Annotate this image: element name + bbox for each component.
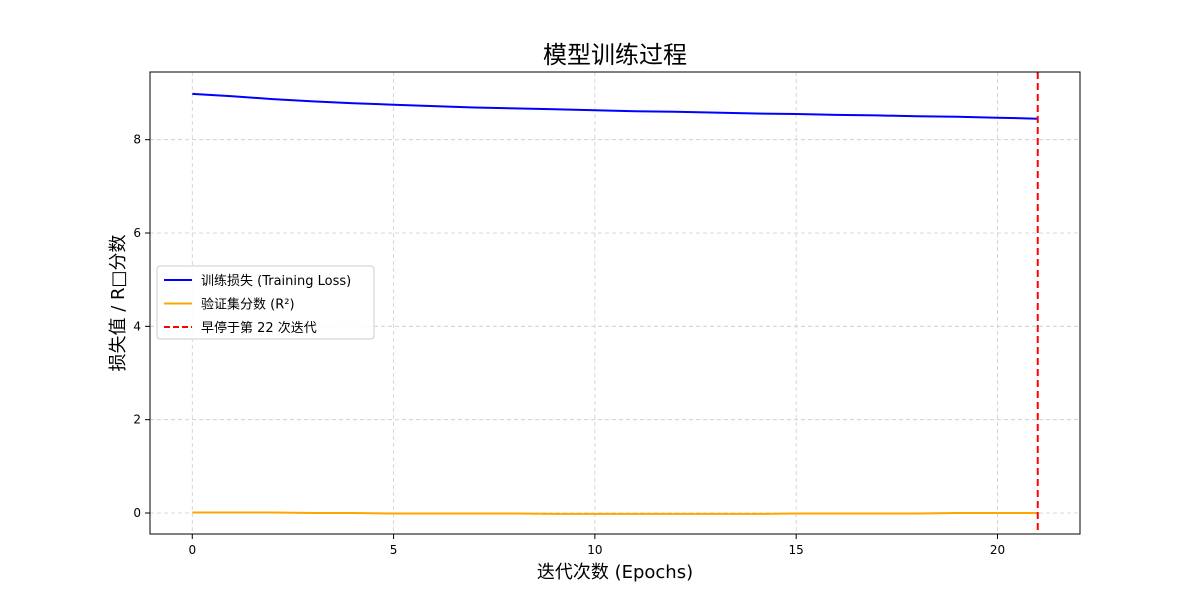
ticks: 0 5 10 15 20 0 2 4 6 8: [133, 133, 1005, 557]
legend: 训练损失 (Training Loss) 验证集分数 (R²) 早停于第 22 次迭…: [156, 265, 375, 340]
y-tick-label: 0: [133, 506, 141, 520]
series-line-1: [192, 92, 1038, 120]
x-axis-label: 迭代次数 (Epochs): [537, 562, 693, 583]
legend-label: 训练损失 (Training Loss): [201, 274, 351, 289]
y-tick-label: 2: [133, 413, 141, 427]
legend-box: [156, 265, 375, 340]
y-tick-label: 6: [133, 226, 141, 240]
x-tick-label: 0: [188, 543, 196, 557]
x-tick-label: 10: [587, 543, 602, 557]
chart-title: 模型训练过程: [543, 41, 687, 69]
legend-label: 验证集分数 (R²): [201, 297, 295, 313]
series-line-2: [192, 511, 1038, 515]
legend-label: 早停于第 22 次迭代: [201, 320, 317, 336]
y-axis-label: 损失值 / R□分数: [108, 234, 129, 371]
y-tick-label: 8: [133, 133, 141, 147]
y-tick-label: 4: [133, 319, 141, 333]
x-tick-label: 15: [789, 543, 804, 557]
x-tick-label: 5: [390, 543, 398, 557]
x-tick-label: 20: [990, 543, 1005, 557]
series-layer: [192, 72, 1039, 534]
plot-frame: [149, 71, 1081, 535]
